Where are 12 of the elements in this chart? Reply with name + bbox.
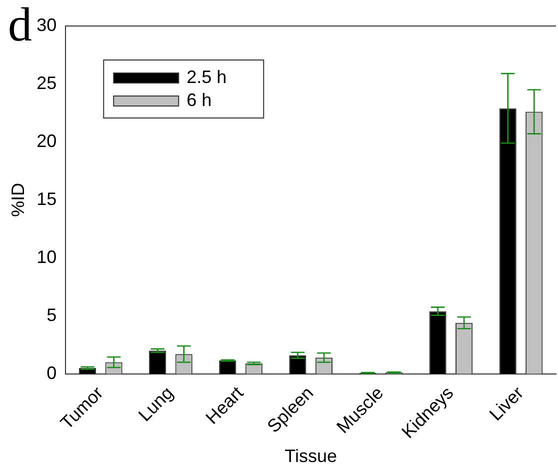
y-tick-label: 20 (36, 130, 57, 151)
x-axis-title: Tissue (284, 446, 337, 466)
y-tick-label: 30 (36, 14, 57, 35)
legend-label: 2.5 h (186, 66, 227, 87)
y-axis-title: %ID (8, 182, 28, 217)
text: d (8, 0, 32, 52)
y-tick-label: 15 (36, 188, 57, 209)
y-tick-label: 25 (36, 72, 57, 93)
y-tick-label: 0 (46, 362, 57, 383)
y-tick-label: 10 (36, 246, 57, 267)
y-tick-label: 5 (46, 304, 57, 325)
legend-label: 6 h (186, 90, 212, 110)
